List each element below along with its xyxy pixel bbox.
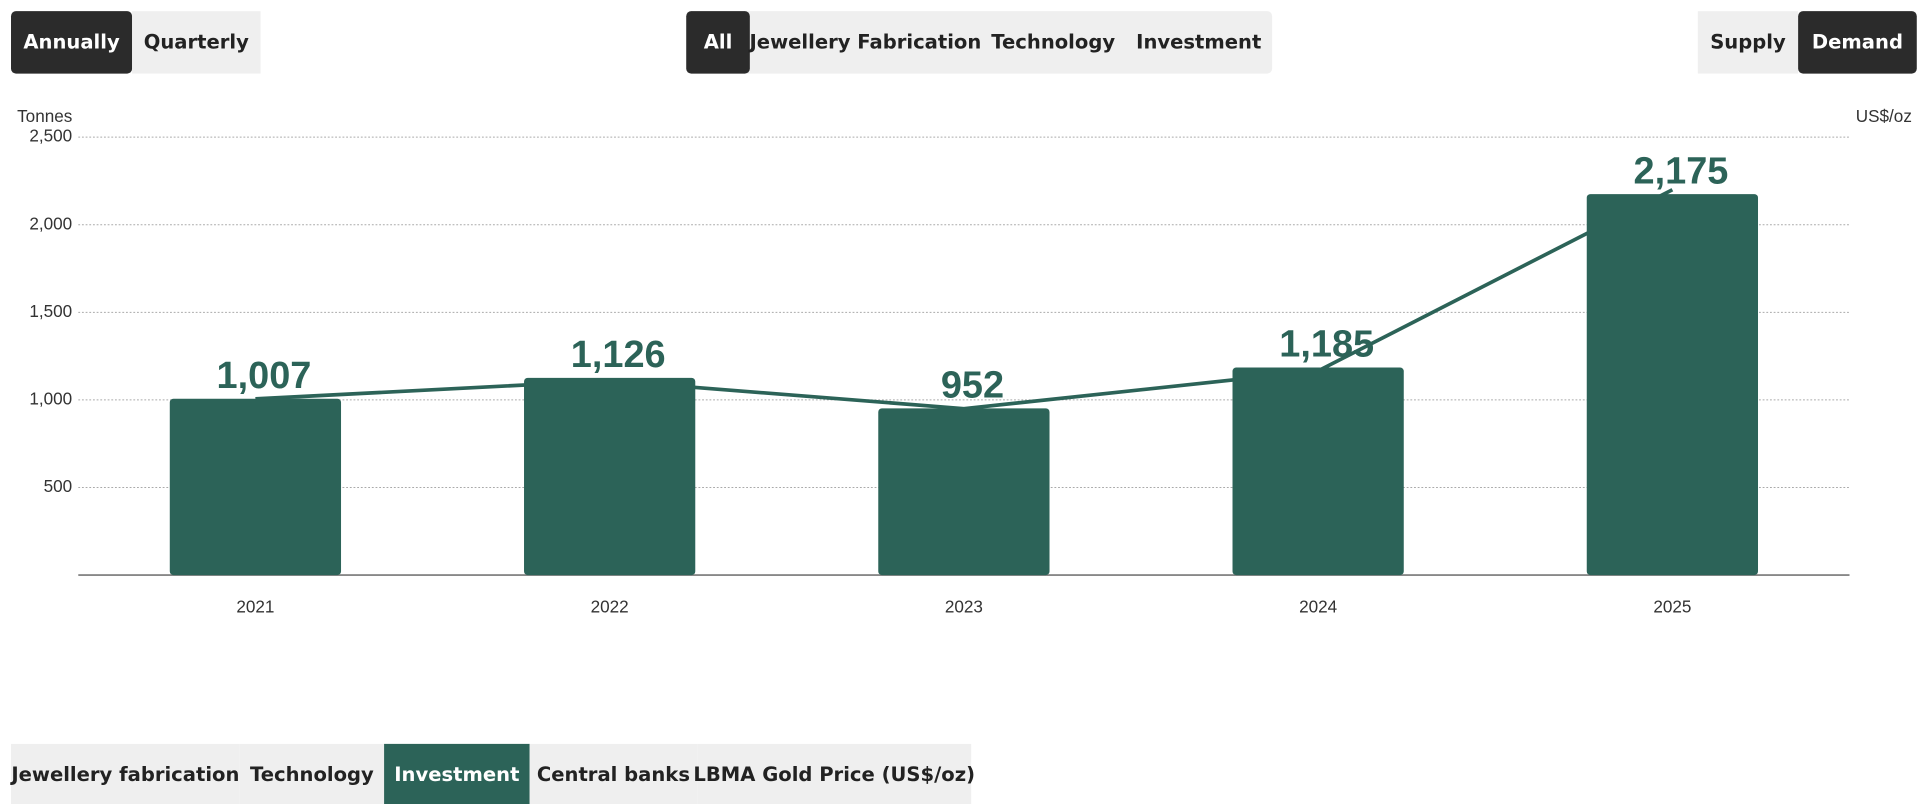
- y-tick-label: 500: [44, 477, 73, 496]
- category-tab-group: [686, 11, 1273, 74]
- bottom-tab[interactable]: [384, 743, 530, 804]
- y2-axis-label: US$/oz: [1856, 107, 1912, 126]
- bar: [524, 377, 696, 576]
- bottom-tab-label[interactable]: Technology: [250, 763, 374, 786]
- y-axis-label: Tonnes: [17, 107, 72, 126]
- bottom-tab-label[interactable]: Central banks: [537, 763, 690, 786]
- category-tab-label[interactable]: All: [704, 30, 733, 53]
- value-label: 952: [941, 365, 1004, 407]
- period-tab-label[interactable]: Quarterly: [144, 30, 249, 53]
- bottom-tab[interactable]: [239, 743, 385, 804]
- y-tick-label: 1,500: [29, 302, 72, 321]
- value-label: 1,185: [1279, 324, 1374, 366]
- x-tick-label: 2025: [1653, 598, 1691, 617]
- side-tab-label[interactable]: Demand: [1812, 30, 1903, 53]
- value-label: 2,175: [1634, 150, 1729, 192]
- side-tab[interactable]: [1697, 11, 1799, 74]
- x-tick-label: 2021: [236, 598, 274, 617]
- x-tick-label: 2023: [945, 598, 983, 617]
- period-tab[interactable]: [11, 11, 133, 74]
- bar: [1586, 194, 1759, 576]
- period-tab-label[interactable]: Annually: [23, 30, 120, 53]
- side-tab-label[interactable]: Supply: [1710, 30, 1786, 53]
- value-label: 1,126: [571, 334, 666, 376]
- bottom-tab-label[interactable]: Jewellery fabrication: [9, 763, 239, 786]
- y-tick-label: 2,500: [29, 127, 72, 146]
- bar: [1232, 367, 1404, 576]
- category-tab-label[interactable]: Technology: [991, 30, 1115, 53]
- bottom-tab[interactable]: [697, 743, 972, 804]
- bottom-tab-label[interactable]: LBMA Gold Price (US$/oz): [693, 763, 975, 786]
- bar: [169, 398, 342, 576]
- period-tab[interactable]: [132, 11, 261, 74]
- bottom-tab[interactable]: [11, 743, 240, 804]
- x-tick-label: 2022: [591, 598, 629, 617]
- category-tab-label[interactable]: Investment: [1136, 30, 1261, 53]
- y-tick-label: 2,000: [29, 214, 72, 233]
- value-label: 1,007: [217, 355, 312, 397]
- bottom-tab[interactable]: [529, 743, 698, 804]
- side-tab[interactable]: [1798, 11, 1917, 74]
- category-tab[interactable]: [686, 11, 750, 74]
- bar: [878, 408, 1050, 576]
- bottom-tab-label[interactable]: Investment: [394, 763, 519, 786]
- category-tab-label[interactable]: Jewellery Fabrication: [748, 30, 982, 53]
- y-tick-label: 1,000: [29, 389, 72, 408]
- x-tick-label: 2024: [1299, 598, 1338, 617]
